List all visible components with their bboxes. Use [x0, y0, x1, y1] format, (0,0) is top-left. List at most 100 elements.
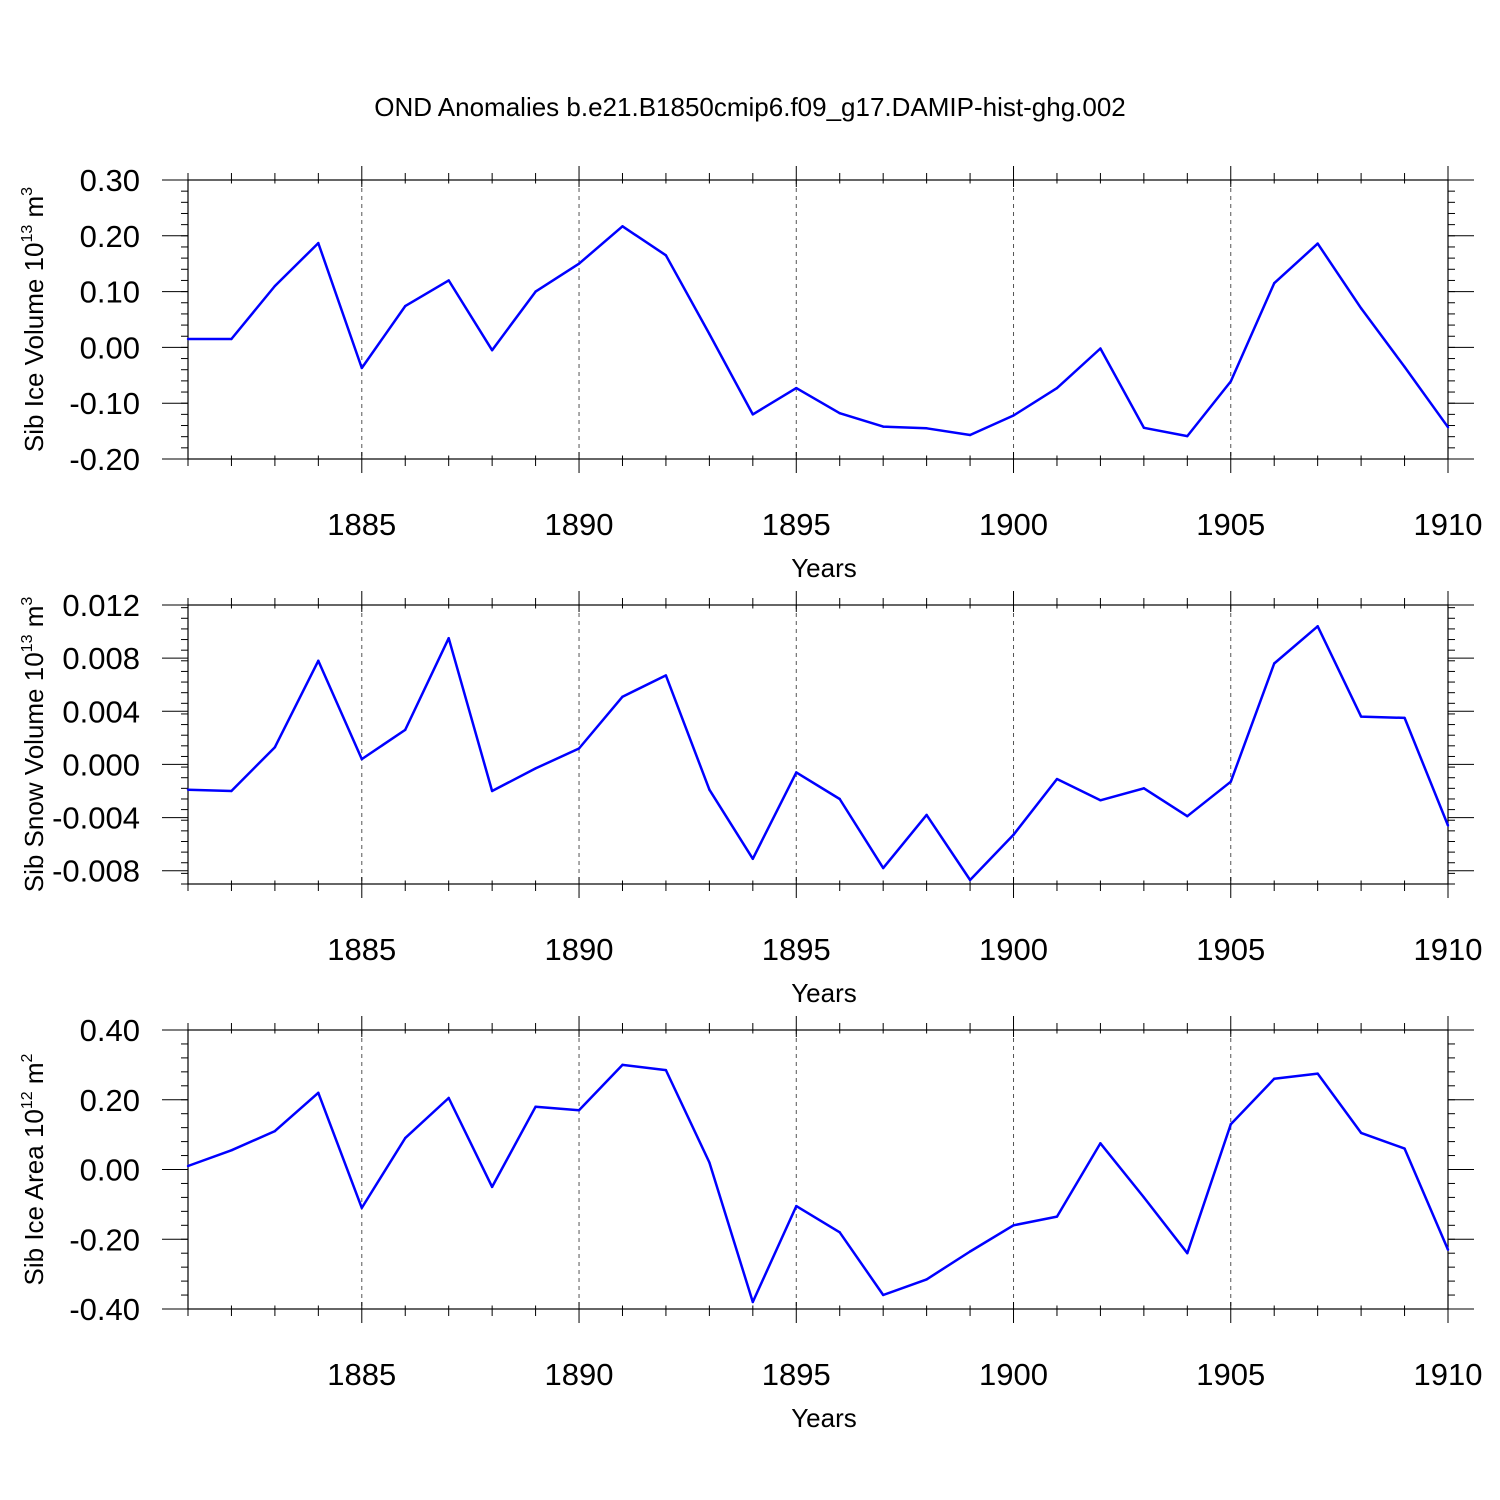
panel-snow-volume: 1885 1890 1895 1900 1905 1910 0.012 0.008 0.004 0…	[19, 588, 1482, 1008]
data-point	[968, 433, 972, 437]
y-tick-label: 0.20	[80, 219, 140, 254]
data-point	[1273, 1077, 1276, 1081]
data-point	[708, 788, 711, 791]
x-tick-label: 1890	[545, 1357, 614, 1392]
data-point	[1142, 1196, 1146, 1199]
data-point	[317, 659, 320, 662]
data-point	[490, 348, 494, 352]
chart-title: OND Anomalies b.e21.B1850cmip6.f09_g17.D…	[374, 92, 1126, 122]
panel-ice-area: 1885 1890 1895 1900 1905 1910 0.40 0.20 0.00 -0.2…	[19, 1013, 1482, 1433]
y-axis-label: Sib Ice Area 1012 m2	[19, 1053, 49, 1285]
x-tick-label: 1905	[1196, 932, 1265, 967]
y-axis-label-unit: m	[19, 196, 49, 225]
data-point	[1403, 365, 1406, 369]
y-axis-label-unit: m	[19, 606, 49, 635]
y-tick-label: 0.20	[80, 1083, 140, 1118]
y-axis-label-unit: m	[19, 1062, 49, 1091]
y-tick-label: 0.40	[80, 1013, 140, 1048]
data-point	[925, 813, 928, 817]
data-point	[1012, 833, 1015, 837]
x-tick-label: 1890	[545, 507, 614, 542]
x-tick-label: 1885	[327, 507, 396, 542]
data-point	[1142, 426, 1146, 429]
data-point	[881, 1293, 885, 1297]
x-tick-label: 1895	[762, 507, 831, 542]
y-axis-label-text: Sib Ice Volume 10	[19, 243, 49, 453]
x-tick-label: 1900	[979, 1357, 1048, 1392]
x-tick-label: 1910	[1414, 932, 1483, 967]
data-point	[1446, 824, 1450, 827]
y-tick-label: 0.00	[80, 330, 140, 365]
data-point	[534, 1105, 537, 1108]
data-point	[1446, 425, 1450, 429]
data-point	[1359, 1131, 1363, 1135]
data-point	[621, 1063, 624, 1067]
data-point	[534, 767, 537, 770]
data-point	[360, 1206, 363, 1210]
data-point	[273, 1129, 277, 1133]
data-point	[751, 857, 755, 860]
y-tick-label: -0.20	[69, 1222, 140, 1257]
data-point	[751, 1300, 755, 1304]
data-point	[360, 366, 363, 370]
data-point	[838, 1231, 841, 1234]
data-point	[621, 225, 624, 228]
data-point	[447, 279, 450, 282]
data-point	[925, 1278, 928, 1281]
data-point	[1273, 282, 1276, 285]
data-point	[1142, 787, 1146, 790]
x-tick-label: 1895	[762, 1357, 831, 1392]
plot-frame	[187, 1029, 1449, 1310]
data-point	[1273, 662, 1276, 665]
y-tick-label: 0.012	[62, 588, 140, 623]
data-point	[230, 789, 233, 793]
data-point	[490, 1185, 494, 1189]
data-point	[1316, 1072, 1319, 1075]
data-point	[1099, 1142, 1102, 1145]
data-point	[1229, 780, 1232, 783]
data-point	[577, 1109, 581, 1112]
series-line	[188, 225, 1450, 438]
data-point	[968, 1250, 972, 1253]
data-point	[708, 332, 711, 336]
x-axis-label: Years	[791, 1403, 857, 1433]
data-point	[881, 425, 885, 428]
x-tick-label: 1910	[1414, 507, 1483, 542]
data-point	[230, 1149, 233, 1152]
series-line	[187, 625, 1450, 882]
data-point	[838, 412, 841, 415]
data-point	[1012, 1224, 1015, 1227]
y-axis-label-unit-exponent: 2	[19, 1053, 36, 1062]
data-point	[881, 866, 885, 870]
y-tick-label: -0.10	[69, 386, 140, 421]
data-point	[664, 254, 668, 257]
y-tick-label: 0.004	[62, 694, 140, 729]
data-point	[1359, 307, 1363, 310]
y-tick-label: -0.40	[69, 1292, 140, 1327]
y-tick-label: 0.000	[62, 747, 140, 782]
data-point	[534, 290, 537, 293]
data-point	[1099, 799, 1102, 802]
x-tick-label: 1885	[327, 932, 396, 967]
y-tick-label: 0.30	[80, 163, 140, 198]
data-point	[1316, 242, 1319, 245]
x-tick-label: 1905	[1196, 1357, 1265, 1392]
data-point	[447, 1096, 450, 1100]
y-tick-label: 0.008	[62, 641, 140, 676]
data-point	[1055, 777, 1059, 781]
series-line	[187, 1063, 1450, 1304]
x-axis-label: Years	[791, 978, 857, 1008]
y-axis-label: Sib Snow Volume 1013 m3	[19, 597, 49, 893]
panel-ice-volume: 1885 1890 1895 1900 1905 1910 0.30 0.20 0.10 0.00…	[19, 163, 1482, 583]
x-tick-label: 1895	[762, 932, 831, 967]
y-tick-label: -0.20	[69, 442, 140, 477]
data-point	[186, 337, 190, 341]
data-point	[1229, 1122, 1232, 1126]
data-point	[925, 427, 928, 430]
x-tick-label: 1900	[979, 932, 1048, 967]
data-point	[577, 262, 581, 265]
data-point	[968, 878, 972, 882]
data-point	[1186, 815, 1189, 818]
data-point	[621, 695, 624, 698]
